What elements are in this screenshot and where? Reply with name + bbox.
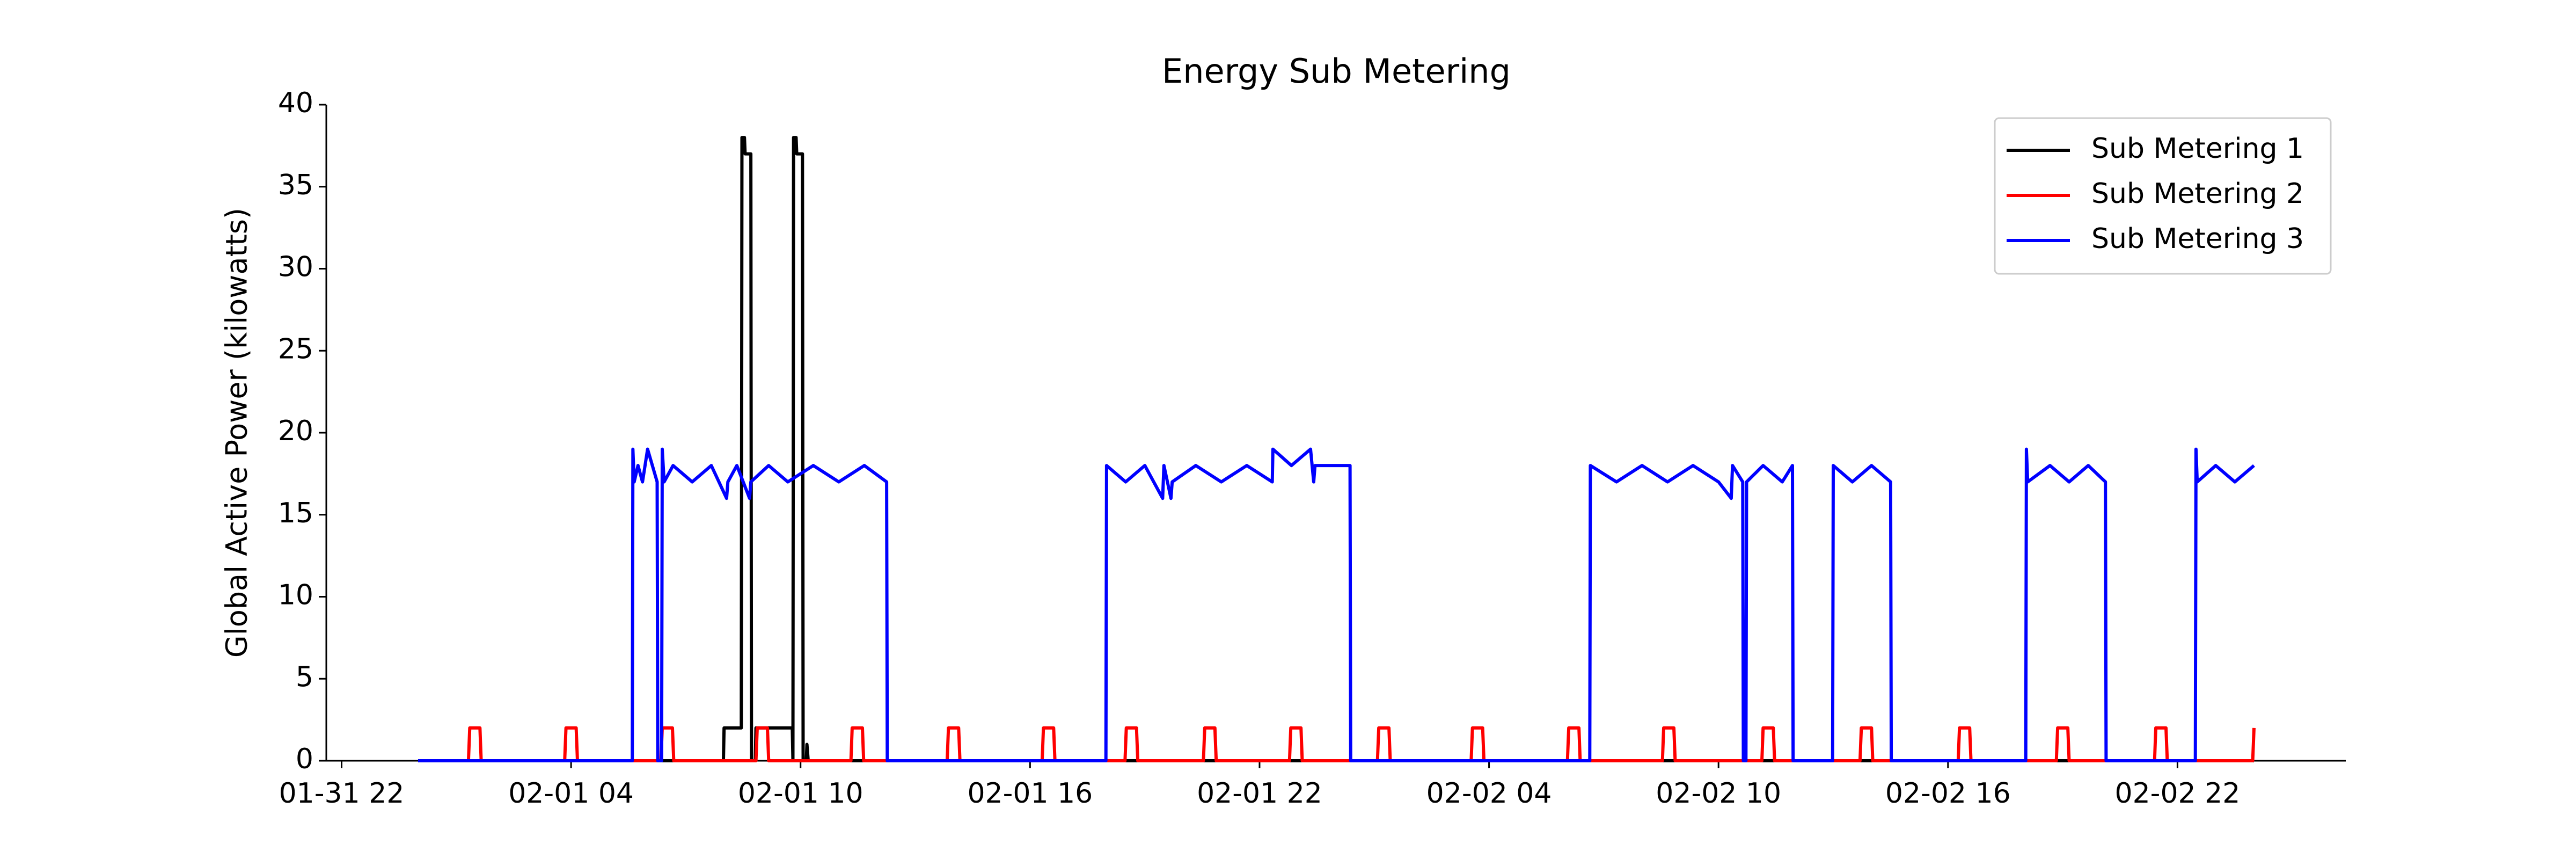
y-tick-label: 20 (278, 415, 313, 447)
legend-label: Sub Metering 2 (2091, 178, 2304, 210)
y-tick-label: 40 (278, 87, 313, 119)
legend-label: Sub Metering 3 (2091, 223, 2304, 255)
x-tick-label: 02-01 10 (738, 777, 863, 810)
y-tick-label: 25 (278, 333, 313, 365)
x-tick-label: 02-02 22 (2115, 777, 2241, 810)
y-tick-label: 15 (278, 497, 313, 529)
x-tick-label: 02-01 22 (1197, 777, 1322, 810)
y-tick-label: 35 (278, 169, 313, 201)
y-tick-label: 10 (278, 579, 313, 612)
legend-box (1994, 117, 2332, 275)
y-tick-label: 5 (296, 661, 313, 693)
series-line (418, 136, 2254, 762)
x-tick-label: 02-02 04 (1426, 777, 1552, 810)
y-tick-label: 30 (278, 251, 313, 283)
legend-label: Sub Metering 1 (2091, 133, 2304, 165)
x-tick-label: 02-01 04 (508, 777, 634, 810)
x-tick-label: 02-02 16 (1885, 777, 2011, 810)
series-line (418, 447, 2255, 762)
y-axis-label: Global Active Power (kilowatts) (220, 208, 254, 658)
legend: Sub Metering 1 Sub Metering 2 Sub Metering… (1994, 117, 2332, 275)
y-tick-label: 0 (296, 743, 313, 775)
chart-title: Energy Sub Metering (1162, 52, 1511, 91)
series-line (418, 726, 2256, 762)
x-tick-label: 02-02 10 (1656, 777, 1781, 810)
x-tick-label: 01-31 22 (279, 777, 405, 810)
x-tick-label: 02-01 16 (967, 777, 1093, 810)
